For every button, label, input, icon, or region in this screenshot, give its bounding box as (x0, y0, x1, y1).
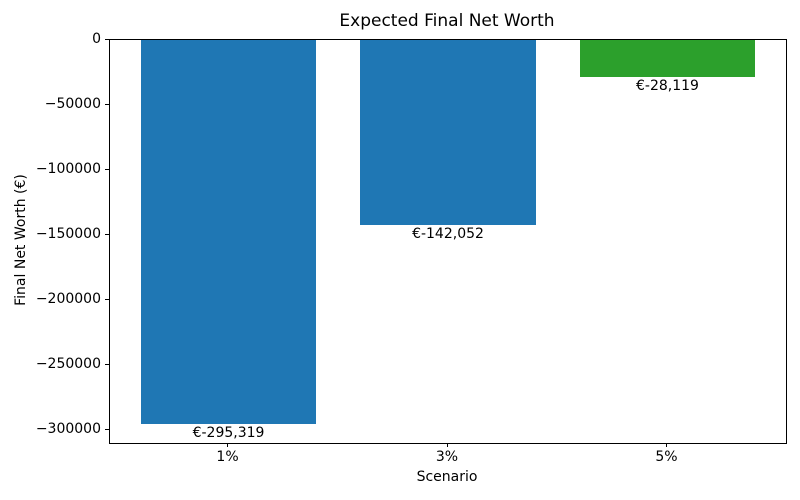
y-tick-mark (105, 298, 109, 300)
x-tick-label: 5% (655, 449, 678, 465)
x-tick-mark (665, 443, 667, 447)
bar-value-label: €-28,119 (635, 77, 699, 94)
bar-value-label: €-295,319 (192, 424, 265, 441)
y-tick-label: −200000 (35, 290, 101, 307)
x-tick-mark (227, 443, 229, 447)
plot-area: €-295,319 €-142,052 €-28,119 (109, 39, 787, 444)
y-tick-mark (105, 103, 109, 105)
chart-title: Expected Final Net Worth (339, 11, 555, 31)
y-tick-label: 0 (92, 31, 101, 47)
y-tick-label: −100000 (35, 160, 101, 177)
y-tick-mark (105, 428, 109, 430)
y-tick-label: −50000 (44, 95, 101, 112)
y-tick-label: −150000 (35, 225, 101, 242)
y-tick-mark (105, 233, 109, 235)
bar-value-label: €-142,052 (412, 225, 484, 242)
x-tick-label: 3% (435, 449, 459, 465)
bar-1% (140, 40, 317, 424)
x-tick-mark (446, 443, 448, 447)
bar-3% (360, 40, 536, 225)
y-tick-mark (105, 168, 109, 170)
x-tick-label: 1% (216, 449, 239, 465)
x-axis-label: Scenario (416, 469, 478, 485)
bar-5% (579, 40, 756, 77)
y-axis-label: Final Net Worth (€) (13, 174, 29, 306)
y-tick-mark (105, 363, 109, 365)
y-tick-mark (105, 39, 109, 40)
y-tick-label: −250000 (35, 355, 101, 372)
y-tick-label: −300000 (35, 420, 101, 437)
